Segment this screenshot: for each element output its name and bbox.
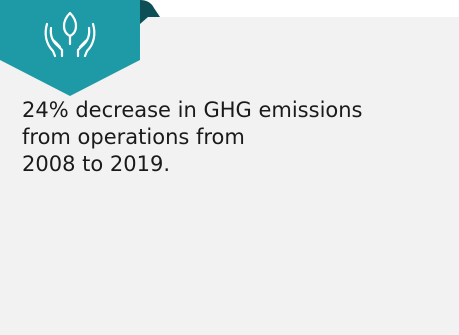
badge-front-shape — [0, 0, 140, 96]
stat-line-2: from operations from — [22, 125, 245, 149]
badge — [0, 0, 160, 96]
badge-shape — [0, 0, 160, 96]
stat-line-1: 24% decrease in GHG emissions — [22, 98, 363, 122]
stat-description: 24% decrease in GHG emissions from operat… — [22, 97, 442, 178]
hands-leaf-icon — [44, 11, 96, 58]
stat-line-3: 2008 to 2019. — [22, 152, 170, 176]
